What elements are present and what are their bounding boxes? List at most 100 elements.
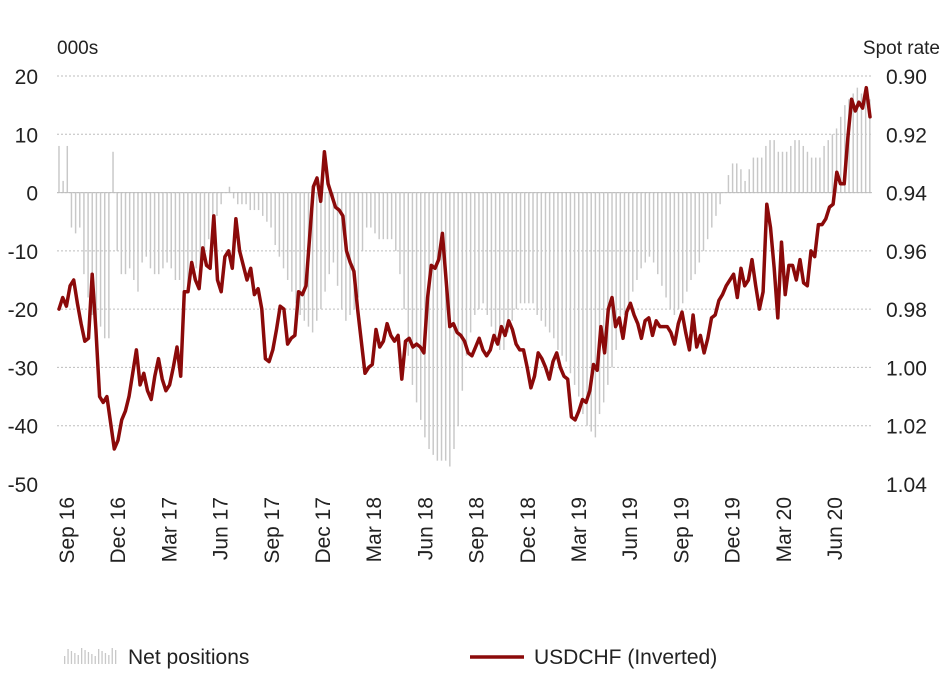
net-position-bar <box>249 192 251 211</box>
net-position-bar <box>769 140 771 193</box>
net-position-bar <box>270 192 272 228</box>
net-position-bar <box>237 192 239 205</box>
right-tick-label: 1.00 <box>886 357 927 380</box>
net-position-bar <box>615 192 617 350</box>
net-position-bar <box>278 192 281 257</box>
net-position-bar <box>727 175 730 193</box>
net-position-bar <box>827 140 829 193</box>
left-axis-ticks: 20 10 0 -10 -20 -30 -40 -50 <box>8 66 38 497</box>
net-position-bar <box>698 192 701 263</box>
net-position-bar <box>690 192 692 280</box>
net-position-bar <box>357 192 360 298</box>
net-position-bar <box>295 192 297 304</box>
net-position-bar <box>440 192 443 461</box>
net-position-bar <box>145 192 148 257</box>
left-tick-label: -10 <box>8 241 38 264</box>
net-position-bar <box>407 192 409 356</box>
left-tick-label: -30 <box>8 357 38 380</box>
net-position-bar <box>58 145 60 193</box>
net-position-bar <box>702 192 705 251</box>
net-position-bar <box>453 192 455 450</box>
legend-bar-tick <box>111 648 113 664</box>
net-position-bar <box>469 192 472 333</box>
net-position-bar <box>806 151 809 193</box>
net-position-bar <box>823 145 825 193</box>
net-position-bar <box>449 192 451 467</box>
net-position-bar <box>128 192 131 269</box>
legend-bar-tick <box>64 656 66 664</box>
legend-bar-tick <box>87 652 90 664</box>
net-position-bar <box>212 192 214 228</box>
x-tick-label: Jun 17 <box>210 497 233 560</box>
net-position-bar <box>648 192 651 257</box>
legend-bar-tick <box>70 651 73 664</box>
net-position-bar <box>141 192 143 263</box>
left-axis-unit: 000s <box>57 38 98 59</box>
net-position-bar <box>461 192 464 391</box>
net-position-bar <box>636 192 638 280</box>
x-tick-label: Dec 16 <box>107 497 130 564</box>
net-position-bar <box>607 192 609 385</box>
net-position-bar <box>781 151 784 193</box>
net-position-bar <box>403 192 405 310</box>
right-tick-label: 0.96 <box>886 241 927 264</box>
net-position-bar <box>70 192 73 228</box>
net-positions-legend-label: Net positions <box>128 646 249 669</box>
net-position-bar <box>390 192 393 240</box>
x-tick-label: Sep 19 <box>670 497 693 564</box>
net-position-bar <box>374 192 376 234</box>
net-position-bar <box>432 192 434 455</box>
net-position-bar <box>715 192 717 216</box>
legend-bar-tick <box>108 655 110 664</box>
net-position-bar <box>748 169 750 193</box>
net-position-bar <box>207 192 210 240</box>
net-position-bar <box>465 192 468 356</box>
net-position-bar <box>544 192 547 327</box>
net-position-bar <box>777 151 780 193</box>
net-position-bar <box>457 192 459 426</box>
net-position-bar <box>848 99 850 193</box>
right-axis-ticks: 0.90 0.92 0.94 0.96 0.98 1.00 1.02 1.04 <box>886 66 927 497</box>
net-position-bar <box>864 99 867 193</box>
net-position-bar <box>74 192 77 234</box>
net-position-bar <box>557 192 559 350</box>
net-position-bar <box>611 192 613 368</box>
net-position-bar <box>245 192 247 205</box>
net-position-bar <box>669 192 671 310</box>
net-position-bar <box>182 192 185 292</box>
usdchf-line <box>57 85 872 451</box>
net-position-bar <box>386 192 389 240</box>
x-tick-label: Dec 18 <box>517 497 540 564</box>
net-position-bar <box>66 145 69 193</box>
net-position-bar <box>378 192 380 240</box>
net-position-bar <box>444 192 447 461</box>
net-position-bar <box>582 192 584 415</box>
net-position-bar <box>399 192 401 275</box>
x-tick-label: Jun 20 <box>824 497 847 560</box>
net-position-bar <box>619 192 622 333</box>
legend: Net positions USDCHF (Inverted) <box>64 646 717 669</box>
net-position-bar <box>299 192 301 315</box>
net-position-bar <box>232 192 235 199</box>
net-position-bar <box>819 157 821 193</box>
net-position-bar <box>195 192 197 269</box>
net-position-bar <box>790 145 792 193</box>
net-position-bar <box>810 157 813 193</box>
net-position-bar <box>274 192 276 246</box>
net-position-bar <box>586 192 588 426</box>
net-position-bar <box>740 169 742 193</box>
net-position-bar <box>478 192 480 310</box>
net-position-bar <box>328 192 330 275</box>
net-position-bar <box>760 157 763 193</box>
net-position-bar <box>282 192 285 269</box>
net-position-bar <box>785 151 788 193</box>
right-tick-label: 0.92 <box>886 124 927 147</box>
x-tick-label: Dec 17 <box>312 497 335 564</box>
net-position-bar <box>62 180 64 193</box>
net-position-bar <box>711 192 713 228</box>
legend-bar-tick <box>98 649 100 664</box>
net-position-bar <box>815 157 817 193</box>
right-axis-unit: Spot rate <box>863 38 940 59</box>
net-position-bar <box>515 192 518 310</box>
net-position-bar <box>694 192 696 275</box>
